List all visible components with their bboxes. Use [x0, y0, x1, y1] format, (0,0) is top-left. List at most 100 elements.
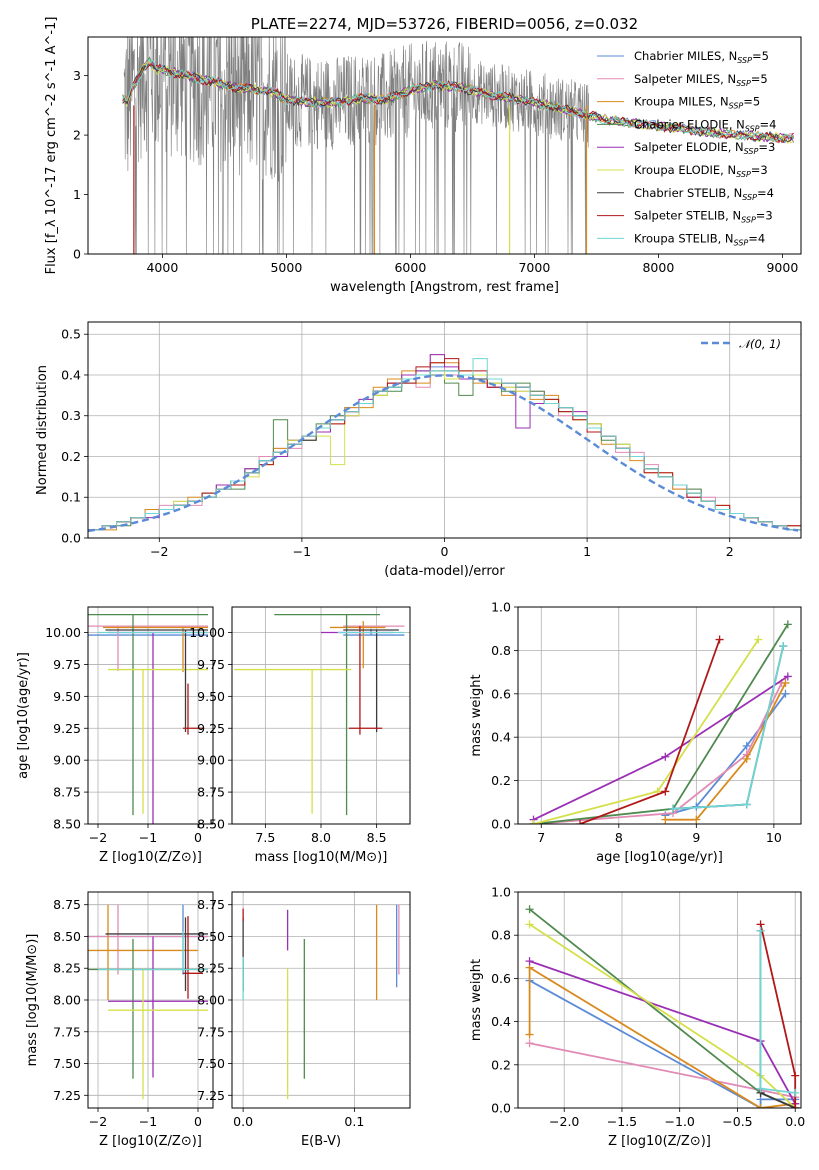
- y-axis-label: mass weight: [469, 959, 484, 1041]
- y-tick-label: 0.8: [491, 643, 511, 658]
- y-tick-label: 0.6: [491, 686, 511, 701]
- y-tick-label: 0.1: [61, 490, 81, 505]
- model-line-6: [122, 64, 794, 143]
- plot-area: [122, 37, 795, 254]
- y-tick-label: 0.8: [491, 928, 511, 943]
- errorbar-point-7: [183, 916, 203, 999]
- x-tick-label: 4000: [146, 260, 178, 275]
- y-tick-label: 0.0: [491, 1101, 511, 1116]
- x-axis-label: (data-model)/error: [384, 564, 505, 579]
- series-marker-8: [791, 1088, 800, 1097]
- panel-mass-weight-vs-Z: −2.0 −1.5 −1.0 −0.5 0.0 0.0 0.2 0.4 0.6 0.8 1.0 Z […: [469, 885, 805, 1150]
- series-marker-2: [742, 754, 751, 763]
- series-marker-4: [783, 672, 792, 681]
- errorbar-point-5: [234, 668, 352, 814]
- series-marker-4: [661, 752, 670, 761]
- series-line-7: [579, 639, 721, 824]
- errorbar-point-6: [105, 917, 208, 992]
- plot-area: [529, 620, 792, 824]
- x-tick-label: 8000: [642, 260, 674, 275]
- legend-subscript: SSP: [736, 170, 751, 179]
- errorbar-point-7: [348, 626, 383, 735]
- y-tick-label: 8.75: [53, 785, 81, 800]
- x-tick-label: 0: [194, 1114, 202, 1129]
- legend-value: =5: [743, 95, 760, 109]
- axes-frame: [517, 891, 802, 1109]
- series-marker-0: [742, 741, 751, 750]
- y-tick-label: 9.25: [53, 721, 81, 736]
- y-tick-label: 0.4: [491, 1014, 511, 1029]
- x-tick-label: −0.5: [722, 1114, 752, 1129]
- series-marker-8: [669, 804, 678, 813]
- y-tick-label: 10.00: [45, 625, 81, 640]
- x-tick-label: 10: [766, 830, 782, 845]
- series-line-6: [673, 645, 785, 810]
- series-marker-3: [783, 620, 792, 629]
- series-marker-5: [754, 635, 763, 644]
- y-axis-label: Normed distribution: [35, 365, 50, 495]
- x-tick-label: 9000: [766, 260, 798, 275]
- series-marker-8: [742, 800, 751, 809]
- x-tick-label: 0: [441, 544, 449, 559]
- y-tick-label: 9.00: [53, 753, 81, 768]
- axes-frame: [517, 606, 802, 825]
- x-tick-label: 0.0: [785, 1114, 805, 1129]
- legend-value: =4: [748, 231, 765, 245]
- legend-label-5: Kroupa ELODIE, NSSP=3: [634, 163, 768, 179]
- y-tick-label: 0.0: [61, 531, 81, 546]
- series-marker-0: [781, 689, 790, 698]
- y-axis-label: mass [log10(M/M⊙)]: [25, 934, 40, 1067]
- y-tick-label: 0.0: [491, 817, 511, 832]
- x-tick-label: 8.5: [367, 830, 387, 845]
- x-tick-label: −1: [293, 544, 311, 559]
- axes-frame: [231, 606, 411, 825]
- y-tick-label: 8.50: [53, 929, 81, 944]
- plot-area: [525, 905, 800, 1108]
- y-tick-label: 8.25: [53, 961, 81, 976]
- y-tick-label: 7.50: [197, 1056, 225, 1071]
- legend-subscript: SSP: [744, 147, 759, 156]
- series-line-8: [759, 930, 796, 1094]
- series-marker-1: [525, 1039, 534, 1048]
- x-tick-label: 8: [615, 830, 623, 845]
- y-axis-label: Flux [f_λ 10^-17 erg cm^-2 s^-1 A^-1]: [44, 17, 59, 275]
- y-tick-label: 3: [73, 68, 81, 83]
- y-tick-label: 0.2: [491, 1057, 511, 1072]
- series-marker-8: [756, 1084, 765, 1093]
- y-tick-label: 8.75: [197, 897, 225, 912]
- y-tick-label: 8.75: [53, 897, 81, 912]
- y-tick-label: 7.75: [197, 1024, 225, 1039]
- observed-spectrum: [123, 37, 589, 254]
- series-marker-8: [779, 642, 788, 651]
- x-tick-label: 5000: [270, 260, 302, 275]
- legend-label-1: Salpeter MILES, NSSP=5: [634, 72, 768, 88]
- plot-area: [88, 614, 208, 824]
- x-axis-label: Z [log10(Z/Z⊙)]: [99, 850, 202, 865]
- series-line-3: [529, 908, 796, 1108]
- series-marker-2: [661, 815, 670, 824]
- axes-frame: [87, 891, 214, 1109]
- legend-subscript: SSP: [729, 102, 744, 111]
- axes-frame: [87, 36, 802, 255]
- series-line-5: [529, 923, 796, 1108]
- x-axis-label: mass [log10(M/M⊙)]: [255, 850, 388, 865]
- series-line-2: [528, 965, 796, 1108]
- x-axis-label: Z [log10(Z/Z⊙)]: [99, 1134, 202, 1149]
- legend-label-8: Kroupa STELIB, NSSP=4: [634, 231, 765, 247]
- x-tick-label: −2: [89, 1114, 107, 1129]
- errorbar-point-5: [108, 668, 208, 814]
- errorbar-point-6: [105, 629, 208, 733]
- y-tick-label: 9.50: [53, 689, 81, 704]
- series-line-5: [533, 639, 760, 824]
- y-tick-label: 8.50: [197, 929, 225, 944]
- y-tick-label: 0.5: [61, 327, 81, 342]
- y-tick-label: 0: [73, 247, 81, 262]
- x-tick-label: −2.0: [549, 1114, 579, 1129]
- errorbar-point-4: [108, 631, 208, 824]
- errorbar-point-2: [329, 621, 386, 669]
- series-line-1: [533, 682, 783, 824]
- legend-label-gaussian: 𝒩(0, 1): [739, 337, 781, 351]
- axes-frame: [87, 606, 214, 825]
- series-marker-7: [715, 635, 724, 644]
- x-tick-label: 7: [537, 830, 545, 845]
